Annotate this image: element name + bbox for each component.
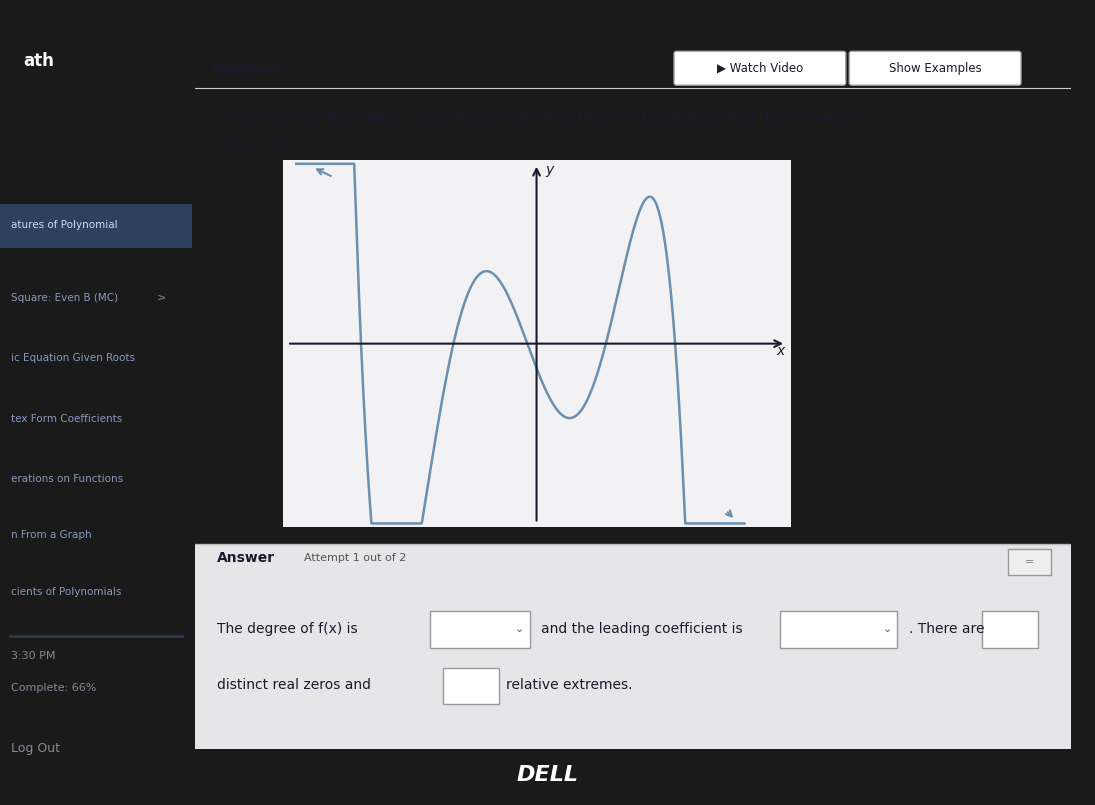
- Text: 3:30 PM: 3:30 PM: [11, 651, 56, 661]
- Text: ⌄: ⌄: [515, 624, 525, 634]
- Text: erations on Functions: erations on Functions: [11, 474, 124, 484]
- Text: The polynomial function: The polynomial function: [217, 111, 389, 126]
- Text: ▶ Watch Video: ▶ Watch Video: [717, 62, 803, 75]
- Text: f(x): f(x): [370, 111, 394, 126]
- FancyBboxPatch shape: [429, 611, 530, 648]
- Text: cients of Polynomials: cients of Polynomials: [11, 587, 122, 597]
- Text: =: =: [1025, 557, 1034, 567]
- Text: The degree of f(x) is: The degree of f(x) is: [217, 622, 357, 636]
- Text: Log Out: Log Out: [11, 742, 60, 755]
- Text: ic Equation Given Roots: ic Equation Given Roots: [11, 353, 136, 363]
- Text: tex Form Coefficients: tex Form Coefficients: [11, 414, 123, 423]
- Bar: [0, 204, 192, 248]
- Text: Answer: Answer: [217, 551, 275, 565]
- FancyBboxPatch shape: [850, 52, 1021, 85]
- Text: y: y: [545, 163, 554, 177]
- Text: . There are: . There are: [909, 622, 984, 636]
- Bar: [195, 544, 1071, 749]
- Text: ath: ath: [23, 52, 54, 70]
- FancyBboxPatch shape: [1007, 549, 1051, 576]
- Text: and the leading coefficient is: and the leading coefficient is: [541, 622, 742, 636]
- FancyBboxPatch shape: [675, 52, 845, 85]
- Text: Attempt 1 out of 2: Attempt 1 out of 2: [304, 553, 406, 563]
- Text: n From a Graph: n From a Graph: [11, 530, 92, 540]
- Text: relative extremes.: relative extremes.: [506, 679, 633, 692]
- Text: Complete: 66%: Complete: 66%: [11, 683, 96, 693]
- Text: DELL: DELL: [517, 765, 578, 785]
- Text: ⌄: ⌄: [883, 624, 892, 634]
- Text: x: x: [776, 345, 785, 358]
- Text: this graph.: this graph.: [217, 137, 291, 151]
- FancyBboxPatch shape: [981, 611, 1038, 648]
- Text: Question: Question: [212, 62, 283, 76]
- Text: distinct real zeros and: distinct real zeros and: [217, 679, 371, 692]
- Text: >: >: [158, 293, 166, 303]
- FancyBboxPatch shape: [442, 667, 499, 704]
- Text: Square: Even B (MC): Square: Even B (MC): [11, 293, 118, 303]
- FancyBboxPatch shape: [780, 611, 898, 648]
- Text: atures of Polynomial: atures of Polynomial: [11, 221, 118, 230]
- Text: is graphed below. Fill in the form below regarding the features of: is graphed below. Fill in the form below…: [407, 111, 862, 126]
- Text: Show Examples: Show Examples: [889, 62, 981, 75]
